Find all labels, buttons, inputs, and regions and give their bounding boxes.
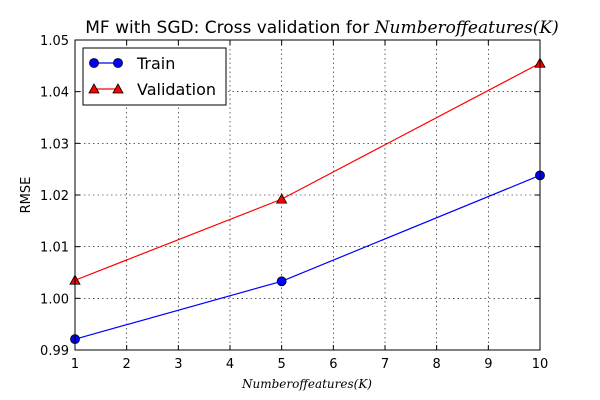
y-tick-label: 1.00	[40, 292, 69, 307]
y-tick-label: 1.05	[40, 34, 69, 49]
x-tick-label: 6	[329, 357, 337, 372]
x-tick-label: 4	[226, 357, 234, 372]
data-point-train	[276, 276, 287, 287]
series-train	[70, 170, 545, 345]
y-axis-label: RMSE	[19, 177, 34, 214]
legend-box	[82, 47, 227, 106]
legend-marker-validation	[88, 83, 100, 94]
y-tick-label: 1.03	[40, 137, 69, 152]
x-tick-label: 5	[278, 357, 286, 372]
y-tick-label: 1.04	[40, 86, 69, 101]
x-tick-label: 1	[71, 357, 79, 372]
legend-marker-train	[89, 58, 99, 68]
data-point-validation	[275, 193, 288, 204]
series-layer	[69, 57, 546, 345]
x-axis-label: Numberoffeatures(K)	[241, 377, 372, 391]
chart-title: MF with SGD: Cross validation for Number…	[85, 18, 559, 38]
ticks: 1 2 3 4 5 6 7 8 9 10 0.99 1.00 1.01 1.02 1.03 1.04 1.05	[40, 34, 548, 372]
x-tick-label: 9	[484, 357, 492, 372]
x-tick-label: 7	[381, 357, 389, 372]
legend: Train Validation	[82, 47, 227, 106]
chart-title-math: Numberoffeatures(K)	[374, 18, 559, 38]
legend-label-train: Train	[136, 54, 175, 73]
series-line-train	[74, 174, 541, 340]
series-validation	[69, 57, 546, 285]
y-tick-label: 1.01	[40, 241, 69, 256]
x-tick-label: 2	[123, 357, 131, 372]
legend-marker-validation	[112, 83, 124, 94]
x-tick-label: 10	[532, 357, 549, 372]
legend-label-validation: Validation	[137, 80, 216, 99]
chart-title-prefix: MF with SGD: Cross validation for	[85, 18, 369, 38]
y-tick-label: 0.99	[40, 344, 69, 359]
y-tick-label: 1.02	[40, 189, 69, 204]
x-tick-label: 3	[174, 357, 182, 372]
legend-marker-train	[113, 58, 123, 68]
x-tick-label: 8	[433, 357, 441, 372]
